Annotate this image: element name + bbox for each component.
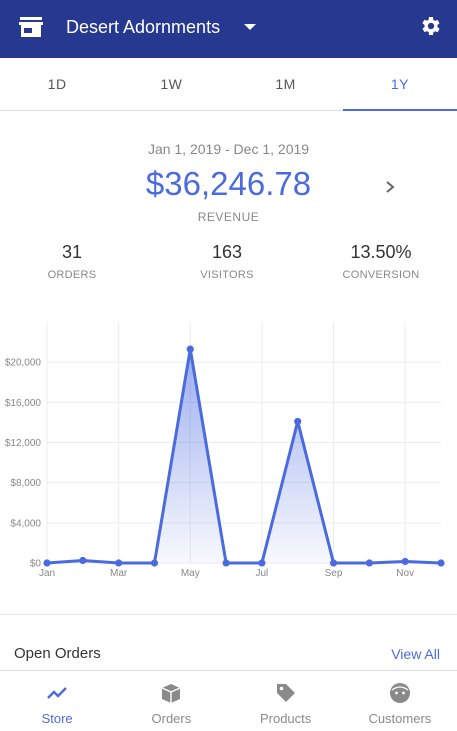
revenue-chart-svg: $0 $4,000 $8,000 $12,000 $16,000 $20,000 Jan Ma…	[5, 322, 445, 579]
stat-orders-value: 31	[61, 242, 83, 262]
data-point	[115, 559, 123, 567]
x-tick-label: Jul	[256, 568, 269, 579]
revenue-label: REVENUE	[197, 210, 260, 224]
date-range: Jan 1, 2019 - Dec 1, 2019	[147, 141, 310, 157]
data-point	[79, 556, 87, 565]
nav-customers-label: Customers	[368, 711, 432, 726]
data-point	[150, 559, 159, 567]
x-tick-label: Mar	[110, 568, 128, 579]
y-tick-label: $0	[30, 559, 42, 570]
chart-line-icon	[47, 687, 67, 699]
nav-customers[interactable]: Customers	[343, 671, 457, 731]
period-tabs: 1D 1W 1M 1Y	[0, 58, 457, 111]
data-point	[294, 417, 302, 426]
series-area	[47, 349, 441, 563]
y-tick-label: $8,000	[10, 478, 41, 489]
data-point	[43, 559, 51, 567]
stats-row: 31 ORDERS 163 VISITORS 13.50% CONVERSION	[0, 241, 457, 289]
data-point	[329, 559, 338, 567]
view-all-link[interactable]: View All	[391, 646, 440, 662]
data-point	[437, 559, 445, 567]
y-tick-label: $4,000	[10, 518, 41, 529]
data-point	[222, 559, 230, 567]
nav-store-label: Store	[41, 711, 73, 726]
x-tick-label: Nov	[396, 568, 414, 579]
store-name[interactable]: Desert Adornments	[66, 17, 221, 37]
stat-conversion-label: CONVERSION	[342, 269, 420, 281]
y-tick-label: $16,000	[5, 398, 42, 409]
stat-conversion-value: 13.50%	[350, 242, 412, 262]
tag-icon	[276, 684, 295, 702]
data-point	[186, 345, 194, 353]
nav-orders[interactable]: Orders	[114, 671, 228, 731]
nav-orders-label: Orders	[151, 711, 192, 726]
stat-visitors-label: VISITORS	[200, 269, 254, 281]
box-icon	[162, 684, 181, 703]
stat-orders: 31 ORDERS	[17, 241, 127, 281]
chevron-right-icon[interactable]	[384, 179, 396, 195]
x-tick-label: Jan	[39, 568, 55, 579]
bottom-navigation: Store Orders Products Customers	[0, 670, 457, 731]
store-icon[interactable]	[19, 16, 43, 38]
stat-visitors: 163 VISITORS	[172, 241, 282, 281]
nav-products[interactable]: Products	[229, 671, 343, 731]
caret-down-icon[interactable]	[243, 22, 257, 32]
tab-1w[interactable]: 1W	[160, 76, 183, 92]
tab-1y[interactable]: 1Y	[342, 58, 457, 111]
data-point	[365, 559, 373, 567]
tab-1d[interactable]: 1D	[47, 76, 67, 92]
section-divider	[0, 614, 457, 615]
stat-visitors-value: 163	[211, 242, 243, 262]
nav-store[interactable]: Store	[0, 671, 114, 731]
x-tick-label: May	[181, 568, 200, 579]
series-line	[46, 347, 442, 565]
y-tick-label: $12,000	[5, 438, 42, 449]
revenue-value: $36,246.78	[145, 165, 312, 202]
open-orders-title: Open Orders	[14, 645, 101, 662]
stat-orders-label: ORDERS	[47, 269, 97, 281]
x-tick-label: Sep	[325, 568, 343, 579]
face-icon	[389, 683, 410, 703]
data-point	[401, 557, 409, 566]
revenue-chart: $0 $4,000 $8,000 $12,000 $16,000 $20,000 Jan Ma…	[0, 318, 457, 588]
gear-icon[interactable]	[418, 14, 442, 38]
data-point	[258, 559, 266, 567]
y-tick-label: $20,000	[5, 358, 42, 369]
nav-products-label: Products	[259, 711, 312, 726]
top-app-bar: Desert Adornments	[0, 0, 457, 58]
stat-conversion: 13.50% CONVERSION	[326, 241, 436, 281]
tab-1m[interactable]: 1M	[275, 76, 296, 92]
